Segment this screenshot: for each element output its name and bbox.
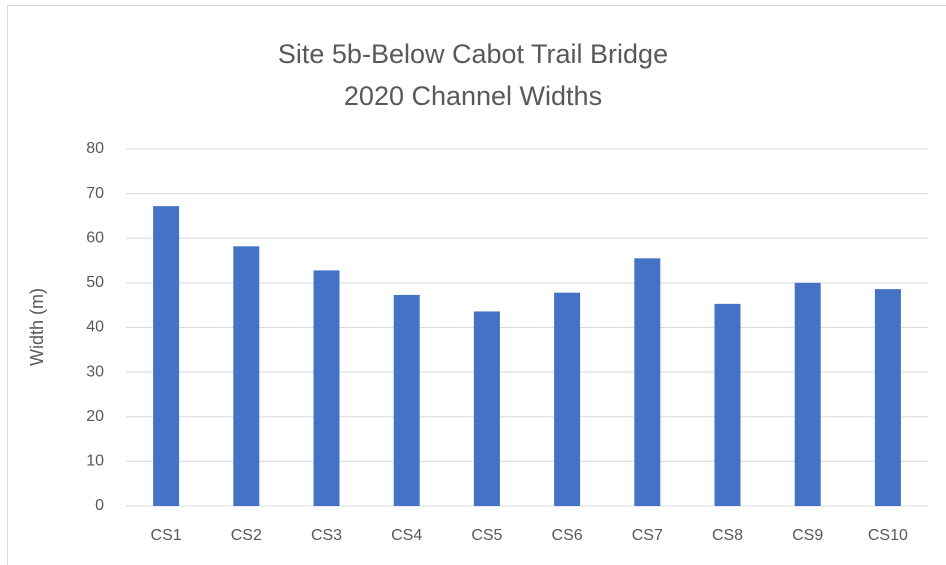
x-tick-label: CS1 [151,527,182,544]
y-tick-label: 0 [95,497,104,514]
y-tick-label: 20 [86,408,104,425]
bar [393,294,420,506]
y-tick-label: 40 [86,319,104,336]
x-tick-label: CS5 [471,527,502,544]
x-tick-label: CS3 [311,527,342,544]
bar [313,270,340,506]
y-tick-label: 50 [86,274,104,291]
bar [153,206,180,506]
y-axis-label: Width (m) [27,288,47,366]
x-tick-label: CS2 [231,527,262,544]
bar [874,289,901,506]
bar [554,292,581,506]
x-tick-label: CS9 [792,527,823,544]
x-tick-label: CS6 [552,527,583,544]
bar [233,246,260,506]
x-tick-label: CS7 [632,527,663,544]
y-tick-label: 60 [86,229,104,246]
chart-subtitle: 2020 Channel Widths [344,81,602,111]
x-tick-label: CS4 [391,527,422,544]
bar [634,258,661,506]
y-tick-label: 10 [86,453,104,470]
bar [714,303,741,506]
y-tick-label: 80 [86,140,104,157]
bar [473,311,500,506]
bar [794,282,821,506]
x-tick-label: CS10 [868,527,908,544]
x-tick-label: CS8 [712,527,743,544]
chart-title: Site 5b-Below Cabot Trail Bridge [278,39,668,69]
y-tick-label: 70 [86,185,104,202]
y-tick-label: 30 [86,363,104,380]
